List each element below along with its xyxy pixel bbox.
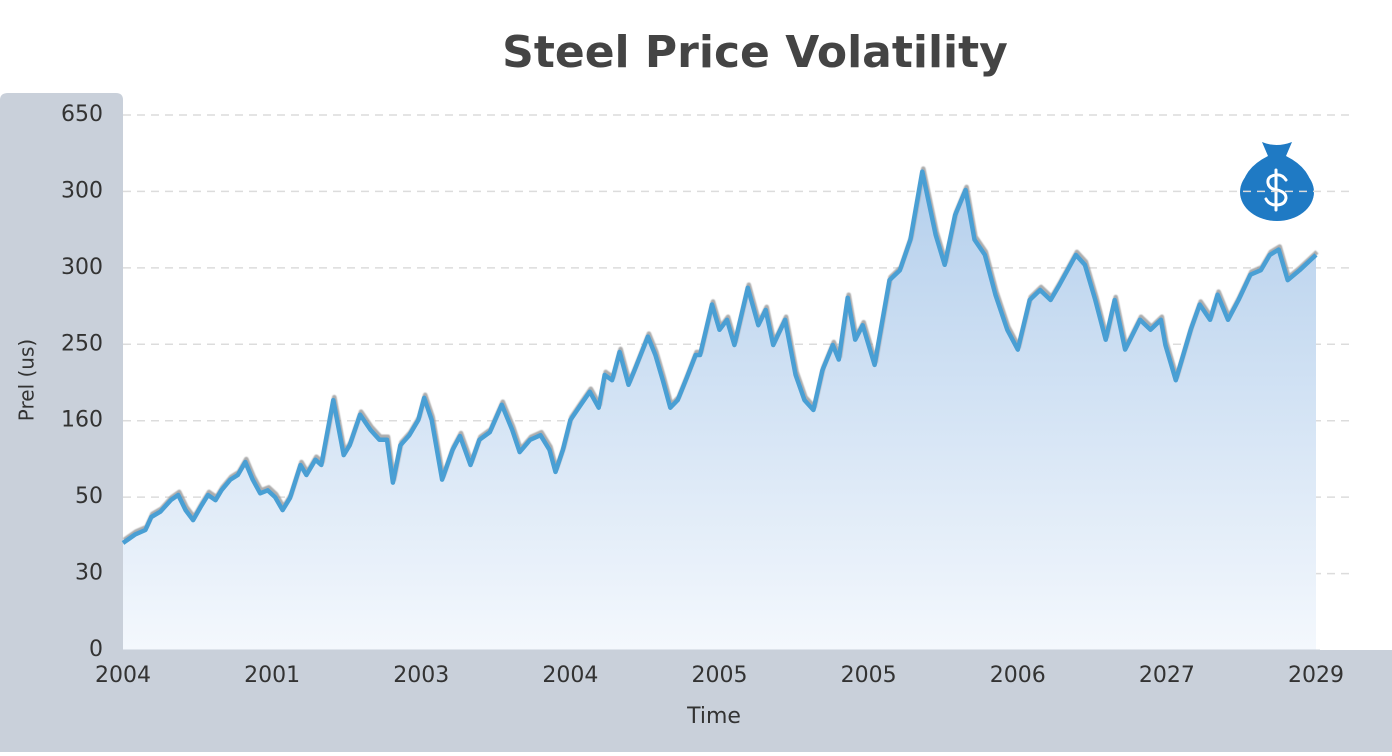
chart-title: Steel Price Volatility: [502, 27, 1008, 78]
y-tick-label: 300: [61, 178, 103, 203]
frame-panel: [0, 93, 1392, 752]
y-tick-label: 50: [75, 484, 103, 509]
x-tick-label: 2005: [841, 663, 897, 688]
price-line: [121, 169, 1318, 545]
x-tick-label: 2005: [692, 663, 748, 688]
x-axis-label: Time: [686, 704, 741, 729]
x-tick-label: 2004: [542, 663, 598, 688]
y-axis-label: Prel (us): [15, 339, 39, 421]
x-tick-label: 2004: [95, 663, 151, 688]
y-tick-label: 30: [75, 561, 103, 586]
y-tick-label: 300: [61, 255, 103, 280]
y-tick-label: 160: [61, 408, 103, 433]
x-tick-label: 2027: [1139, 663, 1195, 688]
x-tick-label: 2006: [990, 663, 1046, 688]
x-tick-label: 2029: [1288, 663, 1344, 688]
x-tick-label: 2003: [393, 663, 449, 688]
y-tick-label: 250: [61, 331, 103, 356]
area: [123, 171, 1316, 650]
y-tick-label: 0: [89, 637, 103, 662]
x-tick-label: 2001: [244, 663, 300, 688]
y-tick-label: 650: [61, 102, 103, 127]
